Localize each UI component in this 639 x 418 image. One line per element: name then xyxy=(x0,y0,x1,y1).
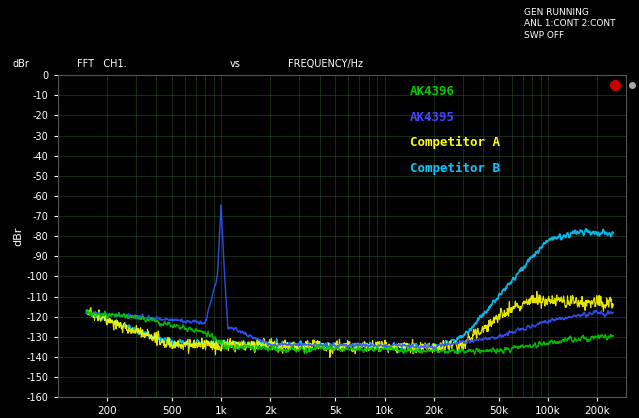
Text: AK4395: AK4395 xyxy=(410,111,455,124)
Text: dBr: dBr xyxy=(13,59,29,69)
Y-axis label: dBr: dBr xyxy=(13,227,24,246)
FancyBboxPatch shape xyxy=(211,2,339,34)
Text: AK4396: AK4396 xyxy=(410,85,455,98)
Text: GEN RUNNING
ANL 1:CONT 2:CONT
SWP OFF: GEN RUNNING ANL 1:CONT 2:CONT SWP OFF xyxy=(524,8,615,40)
Text: FREQUENCY/Hz: FREQUENCY/Hz xyxy=(288,59,362,69)
FancyBboxPatch shape xyxy=(358,2,498,34)
Text: FFT   CH1.: FFT CH1. xyxy=(77,59,127,69)
Text: Competitor A: Competitor A xyxy=(410,136,500,150)
FancyBboxPatch shape xyxy=(51,2,192,34)
Text: Competitor B: Competitor B xyxy=(410,162,500,175)
Text: vs: vs xyxy=(230,59,241,69)
